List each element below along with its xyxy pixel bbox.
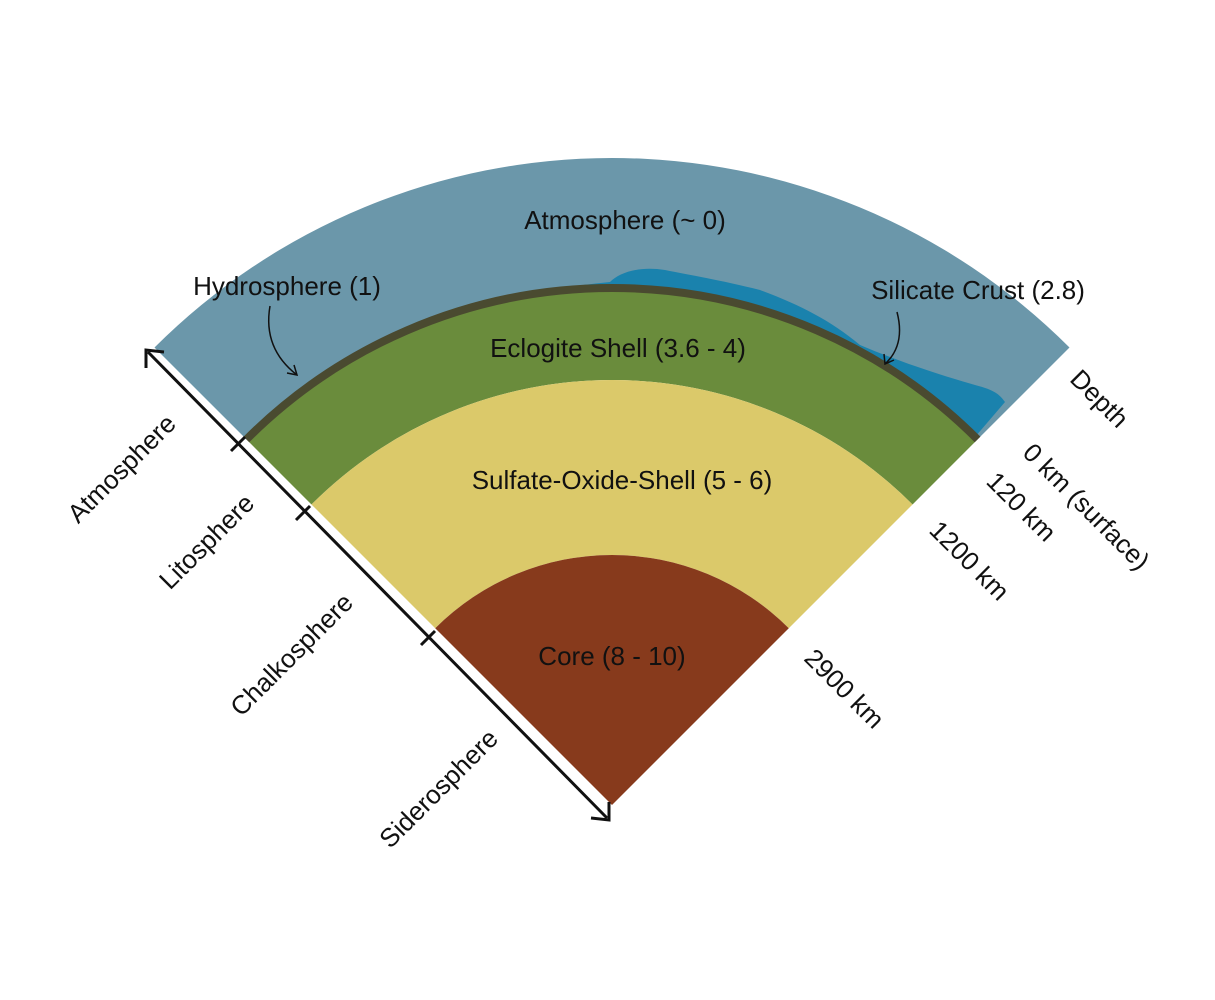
eclogite-shell xyxy=(246,288,978,505)
layer-label: Sulfate-Oxide-Shell (5 - 6) xyxy=(472,465,773,495)
layer-label: Atmosphere (~ 0) xyxy=(524,205,726,235)
axis-tick xyxy=(229,435,247,453)
axis-tick xyxy=(419,629,437,647)
depth-title: Depth xyxy=(1064,363,1134,433)
layer-label: Silicate Crust (2.8) xyxy=(871,275,1085,305)
atmosphere xyxy=(154,158,1070,440)
annotation-arrow xyxy=(268,305,298,376)
arrow-head xyxy=(590,802,611,822)
annotation-arrow xyxy=(884,311,901,365)
layers xyxy=(154,158,1070,805)
layer-label: Hydrosphere (1) xyxy=(193,271,381,301)
sphere-label: Litosphere xyxy=(153,488,260,595)
depth-label: 1200 km xyxy=(924,515,1016,607)
sphere-label: Atmosphere xyxy=(61,408,181,528)
axis-tick xyxy=(294,504,312,522)
silicate-crust xyxy=(243,284,981,443)
arrow-head xyxy=(286,364,299,376)
sulfate-oxide-shell xyxy=(311,379,913,629)
layer-label: Core (8 - 10) xyxy=(538,641,685,671)
depth-label: 2900 km xyxy=(799,643,891,735)
arrow-head xyxy=(144,348,165,368)
sphere-axis xyxy=(144,348,611,822)
sphere-label: Chalkosphere xyxy=(224,587,359,722)
core xyxy=(435,555,789,805)
arrow-head xyxy=(883,353,895,366)
sphere-label: Siderosphere xyxy=(373,723,504,854)
axis-line xyxy=(146,350,609,820)
layer-label: Eclogite Shell (3.6 - 4) xyxy=(490,333,746,363)
